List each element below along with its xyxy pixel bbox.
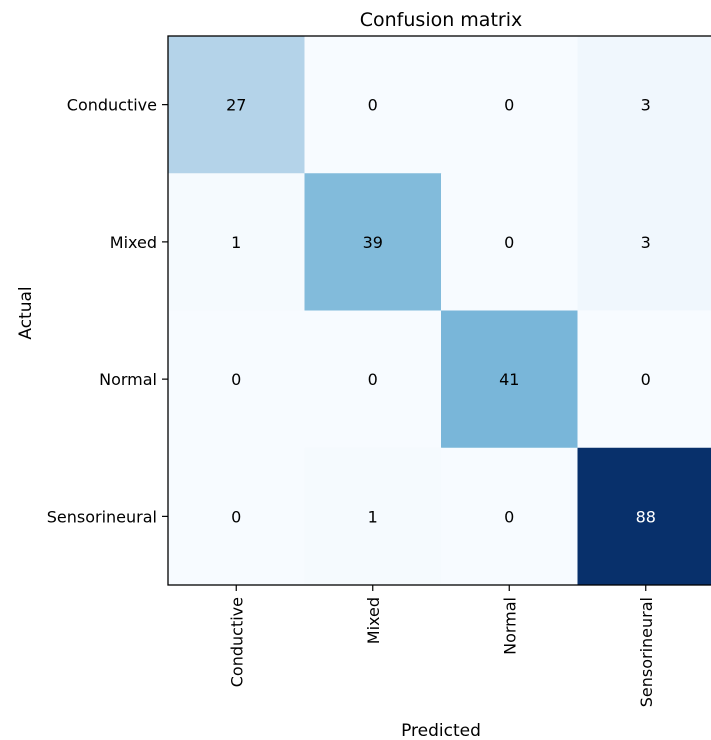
cell-value-label: 0	[504, 96, 514, 115]
x-tick-label: Sensorineural	[637, 597, 656, 707]
heatmap-cell	[168, 447, 305, 586]
cell-value-label: 0	[231, 370, 241, 389]
heatmap-cell	[441, 310, 578, 449]
heatmap-cells	[168, 36, 711, 586]
cell-value-label: 0	[504, 233, 514, 252]
heatmap-cell	[441, 447, 578, 586]
chart-title: Confusion matrix	[360, 9, 522, 31]
y-tick-label: Conductive	[67, 96, 157, 115]
heatmap-cell	[577, 447, 711, 586]
heatmap-cell	[168, 173, 305, 311]
cell-value-label: 0	[641, 370, 651, 389]
heatmap-cell	[304, 310, 442, 449]
cell-value-label: 39	[363, 233, 383, 252]
x-tick-label: Conductive	[227, 597, 246, 687]
cell-value-labels: 27 0 0 3 1 39 0 3 0 0 41 0 0 1 0 88	[226, 96, 656, 527]
cell-value-label: 0	[231, 507, 241, 526]
heatmap-cell	[168, 310, 305, 449]
heatmap-cell	[304, 173, 442, 311]
heatmap-cell	[441, 36, 578, 174]
y-tick-label: Normal	[99, 370, 157, 389]
cell-value-label: 41	[499, 370, 519, 389]
heatmap-cell	[577, 310, 711, 449]
heatmap-cell	[577, 36, 711, 174]
x-tick-label: Normal	[500, 597, 519, 655]
cell-value-label: 0	[504, 507, 514, 526]
cell-value-label: 3	[641, 233, 651, 252]
plot-frame	[167, 35, 711, 586]
cell-value-label: 0	[368, 370, 378, 389]
x-tick-label: Mixed	[364, 597, 383, 644]
heatmap-cell	[577, 173, 711, 311]
cell-value-label: 27	[226, 96, 246, 115]
y-axis-label: Actual	[16, 286, 36, 339]
y-tick-label: Mixed	[110, 233, 157, 252]
x-axis-ticks: Conductive Mixed Normal Sensorineural	[227, 585, 656, 707]
cell-value-label: 0	[368, 96, 378, 115]
y-axis-ticks: Conductive Mixed Normal Sensorineural	[47, 96, 168, 526]
cell-value-label: 1	[368, 507, 378, 526]
heatmap-cell	[304, 36, 442, 174]
x-axis-label: Predicted	[401, 721, 481, 740]
cell-value-label: 1	[231, 233, 241, 252]
heatmap-cell	[304, 447, 442, 586]
cell-value-label: 3	[641, 96, 651, 115]
y-tick-label: Sensorineural	[47, 507, 157, 526]
heatmap-cell	[168, 36, 305, 174]
cell-value-label: 88	[636, 507, 656, 526]
heatmap-cell	[441, 173, 578, 311]
